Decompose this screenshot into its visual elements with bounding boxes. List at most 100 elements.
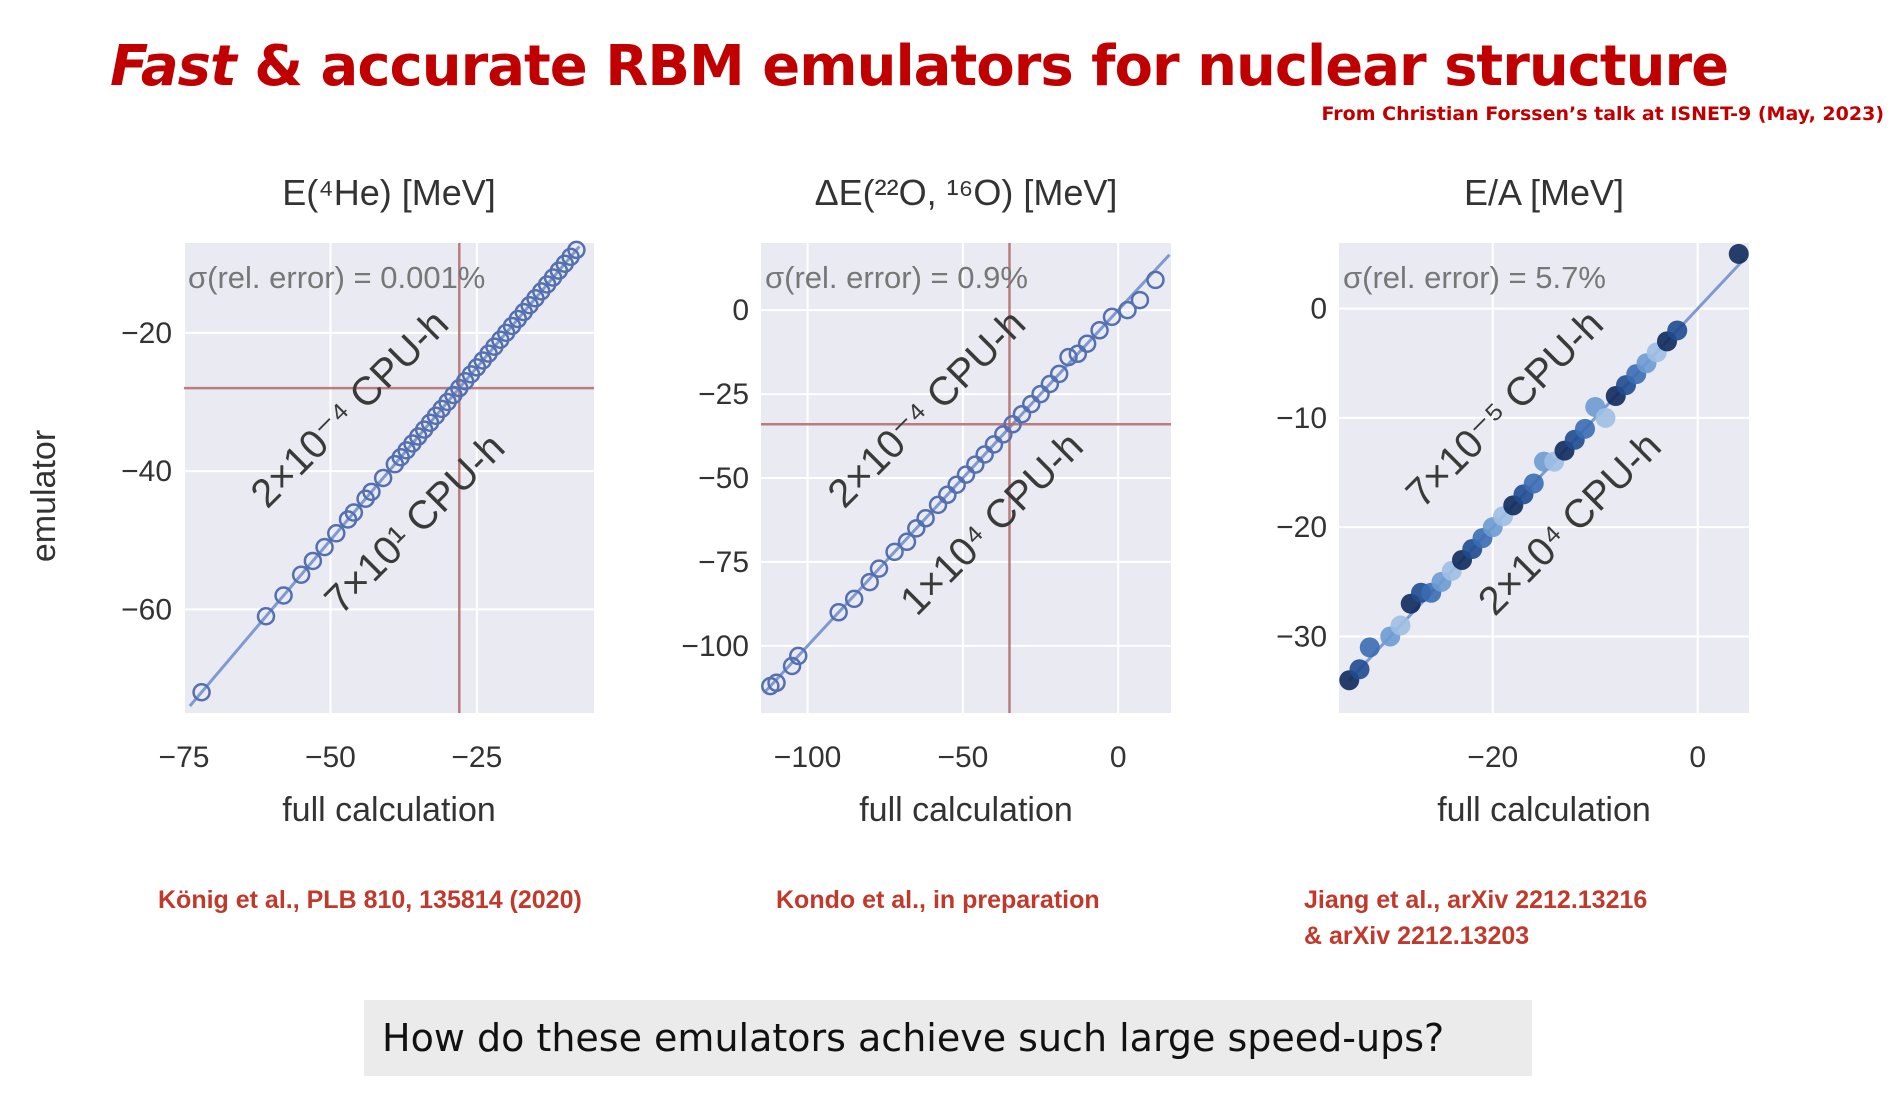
chart-2-y-tick-label: −50 xyxy=(698,462,749,495)
chart-2-point xyxy=(782,656,802,676)
chart-3-y-tick-label: −10 xyxy=(1276,402,1327,435)
chart-2-point xyxy=(860,572,879,592)
chart-2-point xyxy=(1090,321,1109,340)
chart-2-point xyxy=(1021,394,1041,414)
chart-3-point xyxy=(1349,659,1370,680)
chart-2-point xyxy=(1040,374,1060,394)
chart-2-point xyxy=(1003,415,1022,434)
chart-3: −20 00−10−20−30σ(rel. error) = 5.7%7×10⁻⁵… xyxy=(1276,172,1749,829)
title-italic: Fast xyxy=(110,34,237,99)
chart-2-y-tick-label: −100 xyxy=(681,630,749,663)
chart-2-point xyxy=(1118,300,1137,320)
chart-1-y-tick-label: −60 xyxy=(121,593,172,626)
question-box: How do these emulators achieve such larg… xyxy=(364,1000,1532,1076)
chart-3-x-tick-label: −20 xyxy=(1467,741,1518,774)
chart-3-x-tick-label: 0 xyxy=(1689,741,1706,774)
chart-2-point xyxy=(1031,384,1050,404)
citation-1-line-1: König et al., PLB 810, 135814 (2020) xyxy=(158,886,582,914)
chart-1-x-tick-label: −75 xyxy=(159,741,210,774)
chart-2-point xyxy=(994,425,1013,444)
chart-2-point xyxy=(947,475,966,494)
chart-2-point xyxy=(966,455,985,474)
chart-2-point xyxy=(975,445,994,464)
chart-2-point xyxy=(1049,364,1069,384)
slide-title: Fast & accurate RBM emulators for nuclea… xyxy=(110,34,1810,99)
chart-2-title: ΔE(²²O, ¹⁶O) [MeV] xyxy=(815,172,1118,213)
chart-2-point xyxy=(1059,347,1078,367)
chart-2-x-tick-label: 0 xyxy=(1110,741,1127,774)
chart-1-y-tick-label: −20 xyxy=(121,317,172,350)
chart-2-y-tick-label: −75 xyxy=(698,546,749,579)
chart-2-point xyxy=(789,646,808,666)
chart-1-x-tick-label: −25 xyxy=(451,741,502,774)
chart-1-point xyxy=(315,537,334,557)
citation-1: König et al., PLB 810, 135814 (2020) xyxy=(158,882,582,918)
chart-3-point xyxy=(1667,320,1688,341)
citation-3: Jiang et al., arXiv 2212.13216 & arXiv 22… xyxy=(1304,882,1647,954)
chart-1-diagonal-line xyxy=(188,245,581,708)
chart-2-error-annotation: σ(rel. error) = 0.9% xyxy=(765,260,1028,295)
chart-1-title: E(⁴He) [MeV] xyxy=(282,172,496,213)
chart-3-y-tick-label: −20 xyxy=(1276,511,1327,544)
chart-1: −75 −50 −25 −20 −40 −60 σ(rel. error) = 0.001%… xyxy=(25,172,594,829)
chart-3-title: E/A [MeV] xyxy=(1464,172,1624,213)
citation-3-line-2: & arXiv 2212.13203 xyxy=(1304,922,1530,950)
chart-1-point xyxy=(362,482,381,502)
chart-2-y-tick-label: −25 xyxy=(698,378,749,411)
chart-3-point xyxy=(1390,615,1411,636)
chart-1-point xyxy=(303,551,323,571)
chart-2-point xyxy=(1102,307,1122,327)
chart-2-point xyxy=(907,519,926,538)
chart-3-y-tick-label: 0 xyxy=(1310,293,1327,326)
source-note: From Christian Forssen’s talk at ISNET-9… xyxy=(1321,103,1884,125)
chart-2-point xyxy=(1068,344,1088,364)
chart-2-point xyxy=(869,559,889,578)
chart-1-point xyxy=(256,606,276,626)
chart-2-point xyxy=(956,465,976,484)
chart-1-x-tick-label: −50 xyxy=(305,741,356,774)
chart-1-point xyxy=(192,683,211,702)
title-rest: & accurate RBM emulators for nuclear str… xyxy=(235,34,1729,99)
chart-3-point xyxy=(1523,473,1544,494)
chart-1-point xyxy=(344,503,364,522)
citation-3-line-1: Jiang et al., arXiv 2212.13216 xyxy=(1304,886,1648,914)
chart-3-point xyxy=(1728,243,1749,264)
chart-1-point xyxy=(291,565,311,585)
chart-2-point xyxy=(984,435,1004,454)
chart-2-diagonal-line xyxy=(763,253,1171,694)
chart-2-x-tick-label: −100 xyxy=(774,741,842,774)
chart-2-x-tick-label: −50 xyxy=(937,741,988,774)
chart-1-point xyxy=(327,524,346,543)
chart-2-point xyxy=(829,603,848,622)
chart-3-point xyxy=(1595,407,1616,428)
chart-2-point xyxy=(938,485,957,505)
citation-2-line-1: Kondo et al., in preparation xyxy=(776,886,1100,914)
chart-3-error-annotation: σ(rel. error) = 5.7% xyxy=(1343,260,1606,295)
chart-2-point xyxy=(767,673,786,693)
chart-2-point xyxy=(928,495,948,515)
chart-2-point xyxy=(1146,270,1165,290)
chart-2: −100 −50 0 0 −25 −50 −75 −100 σ(rel. error) = 0.… xyxy=(681,172,1171,829)
chart-1-error-annotation: σ(rel. error) = 0.001% xyxy=(188,260,485,295)
chart-1-y-axis-label: emulator xyxy=(25,430,63,562)
chart-2-point xyxy=(1077,334,1097,353)
chart-1-point xyxy=(567,240,586,260)
chart-3-plot-area xyxy=(1339,243,1749,713)
chart-3-y-tick-label: −30 xyxy=(1276,620,1327,653)
chart-2-point xyxy=(1130,290,1150,310)
chart-1-x-axis-label: full calculation xyxy=(282,791,496,829)
chart-2-point xyxy=(885,542,904,562)
chart-2-point xyxy=(1012,404,1032,424)
chart-1-point xyxy=(274,586,293,605)
chart-2-point xyxy=(916,509,935,528)
chart-2-point xyxy=(897,532,917,552)
chart-1-y-tick-label: −40 xyxy=(121,455,172,488)
chart-1-point xyxy=(373,468,393,488)
chart-2-x-axis-label: full calculation xyxy=(859,791,1073,829)
chart-3-point xyxy=(1575,418,1595,439)
chart-3-point xyxy=(1359,637,1380,658)
chart-3-x-axis-label: full calculation xyxy=(1437,791,1651,829)
chart-2-y-tick-label: 0 xyxy=(732,294,749,327)
chart-2-point xyxy=(844,589,864,609)
